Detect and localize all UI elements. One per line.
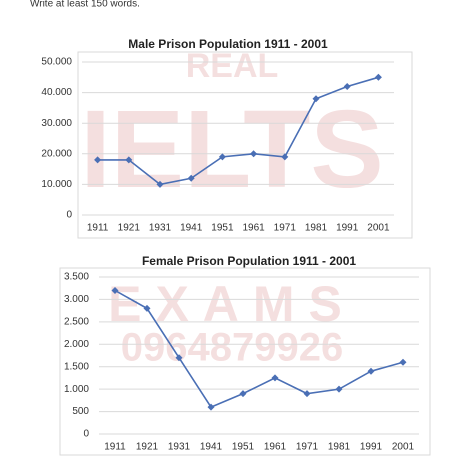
- data-point: [271, 374, 279, 382]
- data-point: [303, 390, 311, 398]
- x-tick-label: 1971: [274, 223, 297, 234]
- data-point: [218, 153, 226, 161]
- data-point: [343, 82, 351, 90]
- x-tick-label: 1911: [87, 223, 109, 234]
- y-tick-label: 2.000: [64, 339, 89, 350]
- y-tick-label: 1.500: [64, 361, 89, 372]
- watermark: IELTS: [80, 88, 384, 211]
- x-tick-label: 1971: [296, 442, 319, 453]
- y-tick-label: 20.000: [41, 148, 72, 159]
- x-tick-label: 1991: [336, 223, 359, 234]
- x-tick-label: 1951: [211, 223, 234, 234]
- data-point: [335, 385, 343, 393]
- y-tick-label: 2.500: [64, 316, 89, 327]
- x-tick-label: 1951: [232, 442, 255, 453]
- x-tick-label: 2001: [392, 442, 415, 453]
- y-tick-label: 0: [66, 210, 72, 221]
- data-point: [239, 390, 247, 398]
- data-point: [156, 180, 164, 188]
- x-tick-label: 1941: [180, 223, 203, 234]
- data-point: [312, 95, 320, 103]
- data-point: [143, 304, 151, 312]
- data-point: [250, 150, 258, 158]
- data-point: [175, 354, 183, 362]
- watermark: 0964879926: [121, 326, 343, 370]
- x-tick-label: 1931: [168, 442, 191, 453]
- y-tick-label: 1.000: [64, 384, 89, 395]
- x-tick-label: 1981: [328, 442, 351, 453]
- y-tick-label: 30.000: [41, 118, 72, 129]
- x-tick-label: 1931: [149, 223, 172, 234]
- y-tick-label: 10.000: [41, 179, 72, 190]
- data-point: [367, 367, 375, 375]
- x-tick-label: 2001: [367, 223, 390, 234]
- y-tick-label: 40.000: [41, 87, 72, 98]
- y-tick-label: 0: [83, 429, 89, 440]
- data-line: [97, 76, 379, 186]
- x-tick-label: 1991: [360, 442, 383, 453]
- data-point: [187, 174, 195, 182]
- x-tick-label: 1941: [200, 442, 223, 453]
- data-point: [94, 156, 102, 164]
- chart-border: [77, 51, 413, 239]
- chart-border: [59, 267, 431, 456]
- y-tick-label: 3.000: [64, 294, 89, 305]
- x-tick-label: 1921: [118, 223, 141, 234]
- x-tick-label: 1961: [242, 223, 265, 234]
- data-point: [125, 156, 133, 164]
- instruction: Write at least 150 words.: [30, 0, 140, 10]
- y-tick-label: 3.500: [64, 272, 89, 283]
- chart-title: Male Prison Population 1911 - 2001: [128, 37, 328, 51]
- y-tick-label: 50.000: [41, 57, 72, 68]
- x-tick-label: 1961: [264, 442, 287, 453]
- data-line: [114, 289, 404, 409]
- x-tick-label: 1921: [136, 442, 159, 453]
- chart-title: Female Prison Population 1911 - 2001: [142, 254, 356, 268]
- data-point: [399, 358, 407, 366]
- watermark: EXAMS: [108, 276, 356, 332]
- y-tick-label: 500: [72, 406, 89, 417]
- watermark: REAL: [186, 47, 279, 85]
- data-point: [374, 73, 382, 81]
- data-point: [207, 403, 215, 411]
- data-point: [281, 153, 289, 161]
- x-tick-label: 1981: [305, 223, 328, 234]
- x-tick-label: 1911: [104, 442, 126, 453]
- data-point: [111, 286, 119, 294]
